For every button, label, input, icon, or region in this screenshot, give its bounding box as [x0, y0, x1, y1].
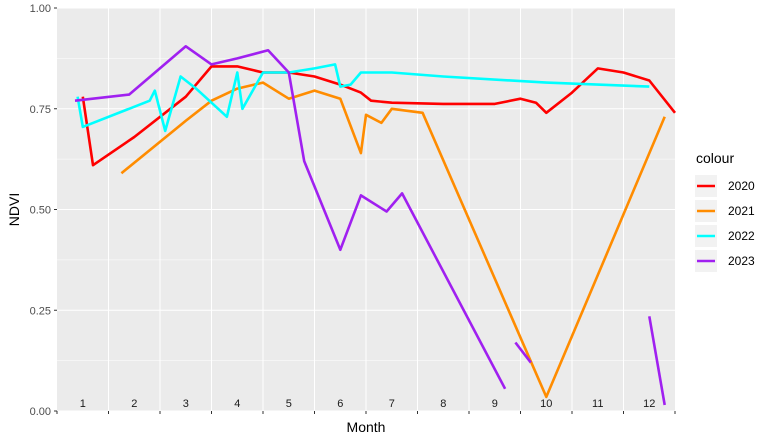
month-label: 12 — [643, 398, 655, 410]
month-label: 6 — [337, 398, 343, 410]
legend-label-2022: 2022 — [728, 229, 755, 243]
legend-label-2023: 2023 — [728, 254, 755, 268]
series-line-2022 — [76, 63, 650, 133]
month-label: 9 — [492, 398, 498, 410]
legend-title: colour — [696, 150, 734, 166]
month-label: 5 — [286, 398, 292, 410]
month-label: 4 — [234, 398, 240, 410]
series-line-2021 — [120, 81, 666, 399]
y-tick-label: 1.00 — [30, 3, 51, 15]
y-axis-title: NDVI — [6, 193, 22, 226]
month-label: 10 — [540, 398, 552, 410]
axes: 0.000.250.500.751.001 2 3 4 5 6 7 8 9 10 11 12 — [30, 3, 676, 418]
month-label: 3 — [183, 398, 189, 410]
series-line-2023 — [648, 316, 666, 406]
legend-label-2020: 2020 — [728, 179, 755, 193]
month-label: 11 — [592, 398, 603, 410]
y-tick-label: 0.25 — [30, 305, 51, 317]
month-label: 7 — [389, 398, 395, 410]
x-axis-title: Month — [347, 419, 386, 435]
series-lines — [74, 44, 677, 406]
month-label: 8 — [440, 398, 446, 410]
series-line-2023 — [74, 44, 507, 390]
y-tick-label: 0.50 — [30, 205, 51, 217]
series-line-2023 — [514, 341, 532, 364]
y-tick-label: 0.75 — [30, 104, 51, 116]
month-label: 2 — [131, 398, 137, 410]
legend-label-2021: 2021 — [728, 204, 755, 218]
legend: colour 2020 2021 2022 2023 — [695, 150, 755, 272]
y-tick-label: 0.00 — [30, 406, 51, 418]
month-label: 1 — [80, 398, 86, 410]
